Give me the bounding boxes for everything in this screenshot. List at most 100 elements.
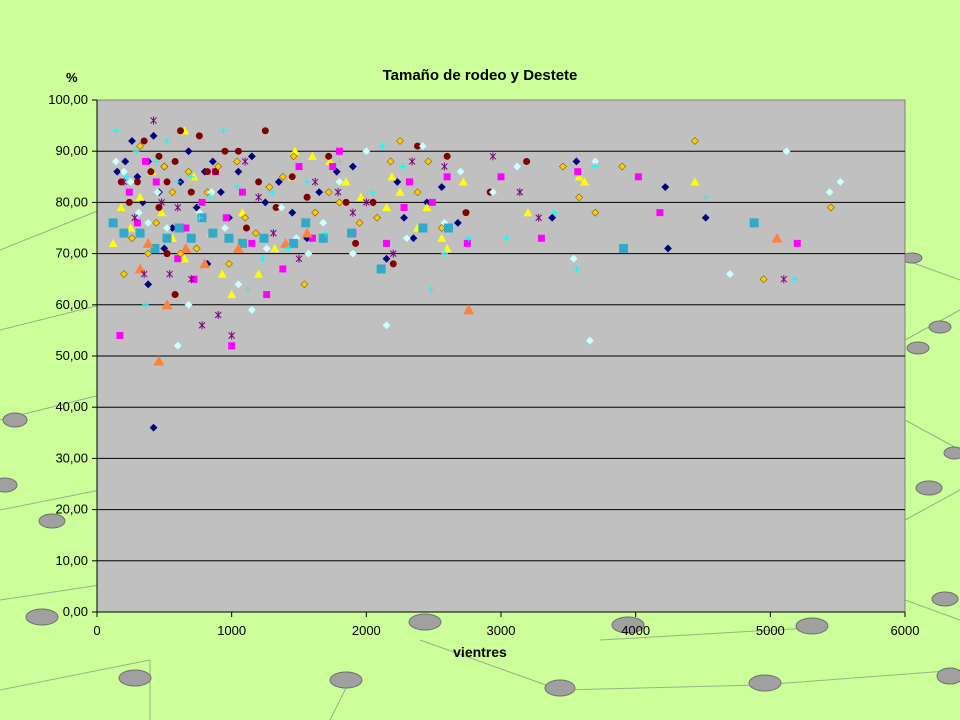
y-tick-label: 70,00	[55, 246, 88, 261]
y-axis-label: %	[66, 70, 78, 85]
x-tick-label: 1000	[217, 623, 246, 638]
scatter-series-9	[112, 127, 799, 309]
scatter-series-5	[111, 142, 845, 350]
data-point	[113, 167, 122, 176]
data-point	[348, 249, 357, 258]
data-point	[456, 167, 465, 176]
data-point	[437, 183, 446, 191]
data-point	[295, 254, 303, 263]
data-point	[535, 213, 543, 222]
data-point	[369, 198, 377, 206]
scatter-series-7	[134, 227, 783, 366]
data-point	[523, 157, 531, 165]
data-point	[222, 214, 230, 222]
data-point	[248, 239, 256, 247]
data-point	[255, 178, 263, 186]
data-point	[161, 299, 173, 310]
data-point	[155, 152, 163, 160]
data-point	[347, 228, 357, 238]
data-point	[443, 152, 451, 160]
data-point	[238, 188, 246, 196]
data-point	[386, 157, 395, 166]
data-point	[295, 163, 303, 171]
y-tick-label: 10,00	[55, 553, 88, 568]
data-point	[335, 177, 344, 186]
data-point	[825, 188, 834, 197]
data-point	[225, 259, 233, 268]
data-point	[308, 234, 316, 242]
data-point	[108, 218, 118, 228]
data-point	[128, 137, 136, 145]
data-point	[442, 243, 452, 253]
data-point	[265, 183, 274, 191]
data-point	[182, 224, 190, 232]
data-point	[335, 198, 344, 207]
data-point	[376, 264, 386, 274]
data-point	[462, 209, 470, 217]
data-point	[199, 258, 211, 269]
data-point	[147, 168, 155, 176]
data-point	[184, 300, 193, 309]
data-point	[234, 147, 242, 155]
data-point	[268, 188, 276, 196]
data-point	[405, 178, 413, 186]
data-point	[153, 355, 165, 366]
data-point	[319, 218, 328, 227]
data-point	[195, 214, 203, 222]
data-point	[373, 213, 382, 222]
x-tick-label: 2000	[352, 623, 381, 638]
data-point	[184, 167, 193, 176]
data-point	[382, 203, 392, 212]
data-point	[463, 304, 475, 315]
data-point	[136, 142, 145, 151]
data-point	[259, 233, 269, 243]
data-point	[619, 243, 629, 253]
data-point	[399, 163, 407, 171]
y-tick-label: 50,00	[55, 348, 88, 363]
data-point	[579, 177, 589, 186]
data-point	[144, 218, 153, 227]
data-point	[157, 208, 167, 217]
data-point	[289, 238, 299, 248]
data-point	[303, 193, 311, 201]
data-point	[244, 285, 252, 293]
data-point	[152, 218, 161, 227]
data-point	[234, 280, 243, 289]
data-point	[453, 218, 462, 227]
data-point	[171, 291, 179, 299]
data-point	[187, 188, 195, 196]
data-point	[341, 177, 351, 186]
data-point	[176, 127, 184, 135]
data-point	[318, 233, 328, 243]
data-point	[152, 157, 160, 165]
data-point	[134, 208, 143, 217]
data-point	[116, 203, 126, 212]
data-point	[335, 157, 343, 165]
data-point	[290, 146, 300, 155]
data-point	[726, 270, 734, 279]
x-tick-label: 4000	[621, 623, 650, 638]
data-point	[325, 156, 335, 166]
data-point	[356, 192, 366, 201]
data-point	[400, 204, 408, 212]
data-point	[440, 250, 448, 258]
data-point	[171, 157, 179, 165]
data-point	[126, 177, 135, 186]
data-point	[184, 147, 193, 156]
data-point	[140, 137, 148, 145]
data-point	[701, 213, 710, 222]
data-point	[279, 265, 287, 273]
y-tick-label: 100,00	[48, 92, 88, 107]
data-point	[618, 162, 627, 171]
data-point	[150, 116, 157, 125]
data-point	[690, 137, 699, 145]
data-point	[656, 209, 664, 217]
data-point	[301, 218, 311, 228]
data-point	[378, 142, 386, 150]
data-point	[329, 163, 337, 171]
data-point	[198, 321, 206, 330]
data-point	[237, 238, 247, 248]
data-point	[382, 321, 391, 330]
data-point	[502, 234, 510, 242]
data-point	[112, 127, 120, 135]
